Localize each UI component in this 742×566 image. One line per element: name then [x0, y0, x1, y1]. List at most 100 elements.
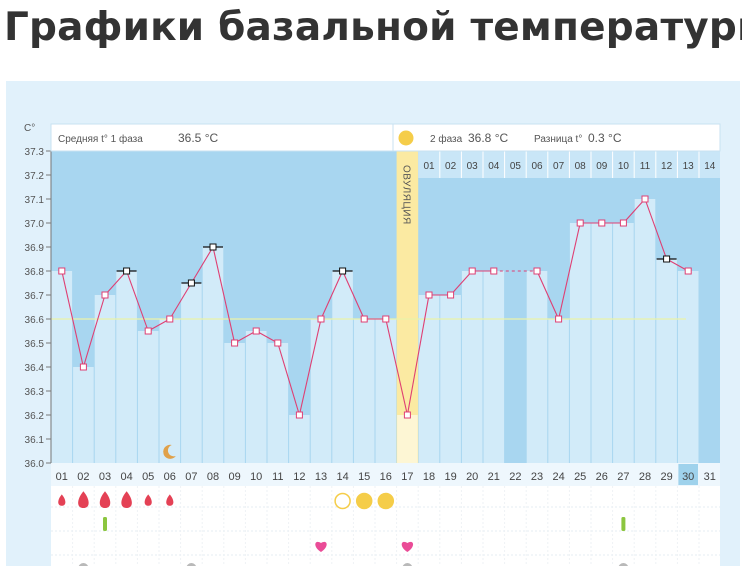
temperature-point-18 [425, 291, 433, 299]
temperature-bar-27 [613, 223, 634, 463]
temperature-bar-03 [94, 295, 116, 463]
temperature-bar-06 [159, 319, 181, 463]
x-tick-label-01: 01 [56, 471, 68, 483]
temperature-point-24 [555, 315, 563, 323]
y-tick-label-37.2: 37.2 [25, 171, 45, 182]
temperature-line-segment [320, 270, 344, 320]
temperature-bar-30 [677, 271, 699, 463]
phase2-day-02: 02 [445, 161, 457, 172]
x-tick-label-15: 15 [358, 471, 370, 483]
temp-diff-value: 0.3 °C [588, 131, 622, 145]
y-tick-label-36.9: 36.9 [25, 243, 45, 254]
temperature-point-05 [144, 327, 152, 335]
temperature-bar-07 [181, 283, 202, 463]
temperature-point-16 [382, 315, 390, 323]
x-tick-label-11: 11 [272, 471, 283, 483]
temperature-point-12 [295, 411, 303, 419]
temperature-line-segment [169, 282, 192, 320]
x-tick-label-06: 06 [164, 471, 176, 483]
temperature-line-segment [61, 270, 84, 368]
phase2-day-01: 01 [423, 161, 435, 172]
today-highlight [678, 464, 698, 485]
temperature-point-07 [187, 279, 195, 287]
temperature-point-11 [274, 339, 282, 347]
temperature-line-segment [277, 342, 300, 416]
temperature-bar-08 [202, 247, 224, 463]
temperature-point-04 [123, 267, 131, 275]
temperature-bar-12 [289, 415, 310, 463]
bbt-chart-svg: ОВУЛЯЦИЯ 01 02 03 04 05 06 07 08 09 10 11 12 13 14 36.… [24, 123, 721, 566]
temperature-point-10 [252, 327, 260, 335]
temperature-point-01 [58, 267, 66, 275]
sun-filled-icon [355, 492, 373, 510]
phase2-day-06: 06 [531, 161, 543, 172]
temperature-point-29 [663, 255, 671, 263]
temperature-bar-26 [591, 223, 613, 463]
test-strip-icon [621, 517, 626, 531]
phase2-day-07: 07 [553, 161, 565, 172]
phase1-label: Средняя t° 1 фаза [58, 133, 143, 145]
blood-drop-icon [144, 494, 152, 506]
x-tick-label-18: 18 [423, 471, 435, 483]
temperature-line-segment [622, 198, 646, 224]
y-tick-label-37.3: 37.3 [25, 147, 45, 158]
x-tick-label-19: 19 [444, 471, 456, 483]
temperature-point-26 [598, 219, 606, 227]
temperature-bar-28 [634, 199, 656, 463]
gray-dot-icon [186, 563, 196, 566]
temperature-bar-09 [224, 343, 245, 463]
x-tick-label-08: 08 [207, 471, 219, 483]
temperature-bar-10 [245, 331, 267, 463]
x-tick-label-09: 09 [228, 471, 240, 483]
temperature-bar-01 [51, 271, 73, 463]
y-tick-label-36.0: 36.0 [25, 459, 45, 470]
ovulation-column [396, 124, 419, 463]
y-tick-label-36.6: 36.6 [25, 315, 45, 326]
y-tick-label-36.2: 36.2 [25, 411, 45, 422]
x-tick-label-23: 23 [531, 471, 543, 483]
header-strip [50, 123, 721, 152]
temperature-point-23 [533, 267, 541, 275]
temperature-bar-14 [332, 271, 353, 463]
temperature-bar-15 [353, 319, 375, 463]
blood-drop-icon [58, 494, 66, 506]
x-tick-label-27: 27 [617, 471, 629, 483]
sun-filled-icon [377, 492, 395, 510]
x-tick-label-25: 25 [574, 471, 586, 483]
temperature-line-segment [298, 318, 322, 416]
temperature-bar-20 [461, 271, 483, 463]
temperature-line-segment [212, 246, 236, 344]
temperature-bar-24 [548, 319, 569, 463]
phase2-day-05: 05 [510, 161, 522, 172]
x-tick-label-31: 31 [704, 471, 716, 483]
blood-drop-icon [166, 494, 174, 506]
temperature-point-30 [684, 267, 692, 275]
y-tick-label-36.3: 36.3 [25, 387, 45, 398]
phase2-day-14: 14 [704, 161, 716, 172]
temperature-line-segment [450, 270, 473, 296]
ovulation-label: ОВУЛЯЦИЯ [400, 165, 411, 225]
phase1-value: 36.5 °C [178, 131, 218, 145]
temperature-bar-02 [73, 367, 94, 463]
y-tick-label-36.7: 36.7 [25, 291, 45, 302]
phase2-day-11: 11 [640, 161, 651, 172]
temperature-point-09 [231, 339, 239, 347]
bbt-chart: ОВУЛЯЦИЯ 01 02 03 04 05 06 07 08 09 10 11 12 13 14 36.… [6, 81, 740, 566]
x-tick-label-21: 21 [488, 471, 500, 483]
temp-diff-label: Разница t° [534, 134, 582, 145]
blood-drop-icon [121, 491, 132, 508]
y-tick-label-36.8: 36.8 [25, 267, 45, 278]
temperature-point-13 [317, 315, 325, 323]
y-tick-label-37.1: 37.1 [25, 195, 45, 206]
temperature-bar-18 [418, 295, 440, 463]
temperature-line-segment [82, 294, 106, 368]
temperature-line-segment [558, 222, 581, 320]
temperature-bar-16 [375, 319, 397, 463]
heart-icon [315, 541, 327, 552]
gray-dot-icon [618, 563, 628, 566]
gray-dot-icon [402, 563, 412, 566]
blood-drop-icon [78, 491, 89, 508]
test-strip-icon [103, 517, 107, 531]
phase2-value: 36.8 °C [468, 131, 508, 145]
x-tick-label-07: 07 [185, 471, 197, 483]
